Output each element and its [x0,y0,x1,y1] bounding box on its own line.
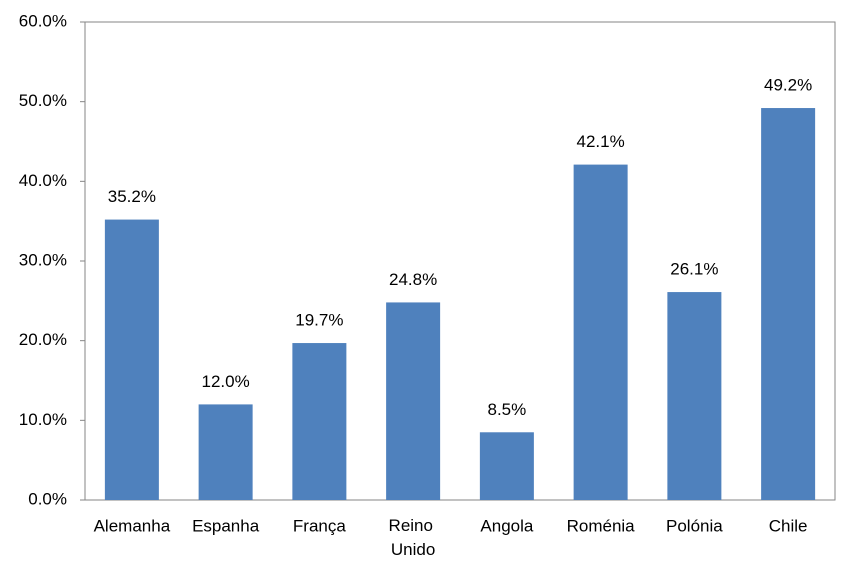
value-label: 26.1% [670,260,718,279]
x-tick-label: França [293,516,346,535]
y-tick-label: 50.0% [19,91,67,110]
value-label: 8.5% [488,400,527,419]
y-tick-label: 40.0% [19,171,67,190]
y-tick-label: 30.0% [19,250,67,269]
value-label: 12.0% [202,372,250,391]
value-label: 42.1% [577,132,625,151]
y-tick-label: 0.0% [28,489,67,508]
bar [573,164,628,500]
bar [292,343,347,500]
value-label: 49.2% [764,76,812,95]
x-tick-label: Roménia [567,516,636,535]
bar [386,302,441,500]
x-tick-label: Angola [480,516,533,535]
x-tick-label: Chile [769,516,808,535]
plot-area [84,21,836,501]
bar [761,108,816,500]
bar [479,432,534,500]
y-tick-label: 60.0% [19,11,67,30]
y-tick-label: 20.0% [19,330,67,349]
value-label: 19.7% [295,311,343,330]
x-tick-label: Espanha [192,516,260,535]
x-tick-label: Reino Unido [389,516,438,559]
bar [667,292,722,500]
x-tick-label: Polónia [666,516,723,535]
x-tick-label: Alemanha [94,516,171,535]
bar [104,219,159,500]
value-label: 24.8% [389,270,437,289]
y-tick-label: 10.0% [19,410,67,429]
value-label: 35.2% [108,187,156,206]
bar [198,404,253,500]
